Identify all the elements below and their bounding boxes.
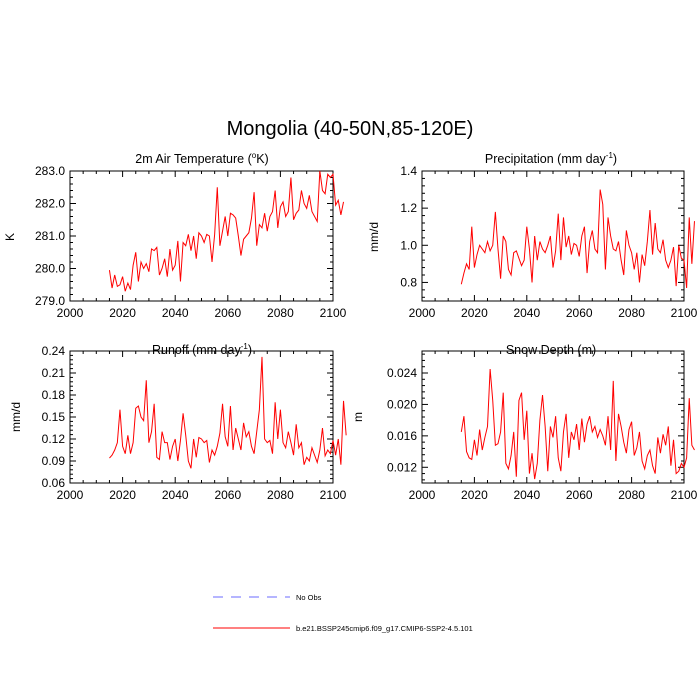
y-tick-label: 1.0 <box>400 238 417 252</box>
axes: 2000 2020 2040 2060 2080 2100 0.8 1.0 1.2 1.4 <box>400 164 697 320</box>
x-tick-label: 2100 <box>671 306 698 320</box>
x-tick-label: 2000 <box>57 306 84 320</box>
panel-precipitation: Precipitation (mm day-1) mm/d 2000 2020 20… <box>367 151 698 320</box>
data-series-line <box>109 356 347 469</box>
x-tick-label: 2080 <box>267 306 294 320</box>
plot-frame <box>421 170 685 302</box>
plot-frame <box>69 350 334 484</box>
y-axis-label: mm/d <box>9 402 23 432</box>
legend-label-no-obs: No Obs <box>296 593 322 602</box>
title-end: ) <box>613 152 617 166</box>
y-tick-label: 0.24 <box>42 344 66 358</box>
x-tick-label: 2100 <box>320 306 347 320</box>
x-tick-label: 2100 <box>320 488 347 502</box>
axes: 2000 2020 2040 2060 2080 2100 279.0 280.0 281.0 2… <box>35 164 347 320</box>
x-tick-label: 2060 <box>214 488 241 502</box>
x-tick-label: 2040 <box>162 306 189 320</box>
y-tick-label: 280.0 <box>35 262 65 276</box>
title-main: Snow Depth (m) <box>506 343 596 357</box>
y-tick-label: 0.024 <box>387 366 417 380</box>
title-main: Runoff (mm day <box>152 343 241 357</box>
panel-air-temperature: 2m Air Temperature (oK) K 2000 2020 2040 20… <box>3 151 347 320</box>
x-tick-label: 2100 <box>671 488 698 502</box>
data-series-line <box>108 170 345 292</box>
panel-title: 2m Air Temperature (oK) <box>135 151 268 166</box>
title-main: Precipitation (mm day <box>485 152 607 166</box>
title-end: K) <box>256 152 269 166</box>
x-tick-label: 2060 <box>566 488 593 502</box>
legend: No Obs b.e21.BSSP245cmip6.f09_g17.CMIP6-… <box>213 593 473 633</box>
y-tick-label: 283.0 <box>35 164 65 178</box>
y-tick-label: 0.12 <box>42 432 66 446</box>
y-tick-label: 0.020 <box>387 397 417 411</box>
x-tick-label: 2040 <box>513 306 540 320</box>
y-tick-label: 1.2 <box>400 201 417 215</box>
y-tick-label: 0.06 <box>42 476 66 490</box>
x-tick-label: 2080 <box>618 306 645 320</box>
x-tick-label: 2080 <box>618 488 645 502</box>
panel-title: Precipitation (mm day-1) <box>485 151 617 166</box>
x-tick-label: 2040 <box>513 488 540 502</box>
y-tick-label: 0.8 <box>400 275 417 289</box>
plot-frame <box>421 350 685 484</box>
y-axis-label: K <box>3 233 17 241</box>
y-tick-label: 279.0 <box>35 294 65 308</box>
y-tick-label: 282.0 <box>35 197 65 211</box>
y-axis-label: m <box>351 412 365 422</box>
y-tick-label: 0.21 <box>42 366 66 380</box>
x-tick-label: 2040 <box>162 488 189 502</box>
panel-snow-depth: Snow Depth (m) m 2000 2020 2040 2060 2080 210… <box>351 343 698 502</box>
legend-label-model-run: b.e21.BSSP245cmip6.f09_g17.CMIP6-SSP2-4.… <box>296 624 473 633</box>
x-tick-label: 2000 <box>409 306 436 320</box>
data-series-line <box>460 369 695 480</box>
y-tick-label: 0.18 <box>42 388 66 402</box>
title-superscript: -1 <box>606 151 614 160</box>
x-tick-label: 2000 <box>57 488 84 502</box>
y-tick-label: 0.09 <box>42 454 66 468</box>
figure-title: Mongolia (40-50N,85-120E) <box>227 118 474 140</box>
x-tick-label: 2020 <box>461 488 488 502</box>
x-tick-label: 2020 <box>109 488 136 502</box>
y-tick-label: 281.0 <box>35 229 65 243</box>
title-end: ) <box>248 343 252 357</box>
y-axis-label: mm/d <box>367 222 381 252</box>
x-tick-label: 2060 <box>214 306 241 320</box>
title-main: 2m Air Temperature ( <box>135 152 252 166</box>
x-tick-label: 2080 <box>267 488 294 502</box>
y-tick-label: 0.012 <box>387 460 417 474</box>
y-tick-label: 0.15 <box>42 410 66 424</box>
y-tick-label: 0.016 <box>387 429 417 443</box>
axes: 2000 2020 2040 2060 2080 2100 0.012 0.016 0.020 0… <box>387 350 698 502</box>
panel-title: Snow Depth (m) <box>506 343 596 357</box>
x-tick-label: 2020 <box>109 306 136 320</box>
title-superscript: -1 <box>241 342 249 351</box>
y-tick-label: 1.4 <box>400 164 417 178</box>
axes: 2000 2020 2040 2060 2080 2100 0.06 0.09 0.12 0.15… <box>42 344 347 502</box>
title-superscript: o <box>252 151 257 160</box>
x-tick-label: 2000 <box>409 488 436 502</box>
data-series-line <box>460 189 695 289</box>
x-tick-label: 2020 <box>461 306 488 320</box>
panel-runoff: Runoff (mm day-1) mm/d 2000 2020 2040 2060 2… <box>9 342 347 502</box>
x-tick-label: 2060 <box>566 306 593 320</box>
panel-title: Runoff (mm day-1) <box>152 342 252 357</box>
